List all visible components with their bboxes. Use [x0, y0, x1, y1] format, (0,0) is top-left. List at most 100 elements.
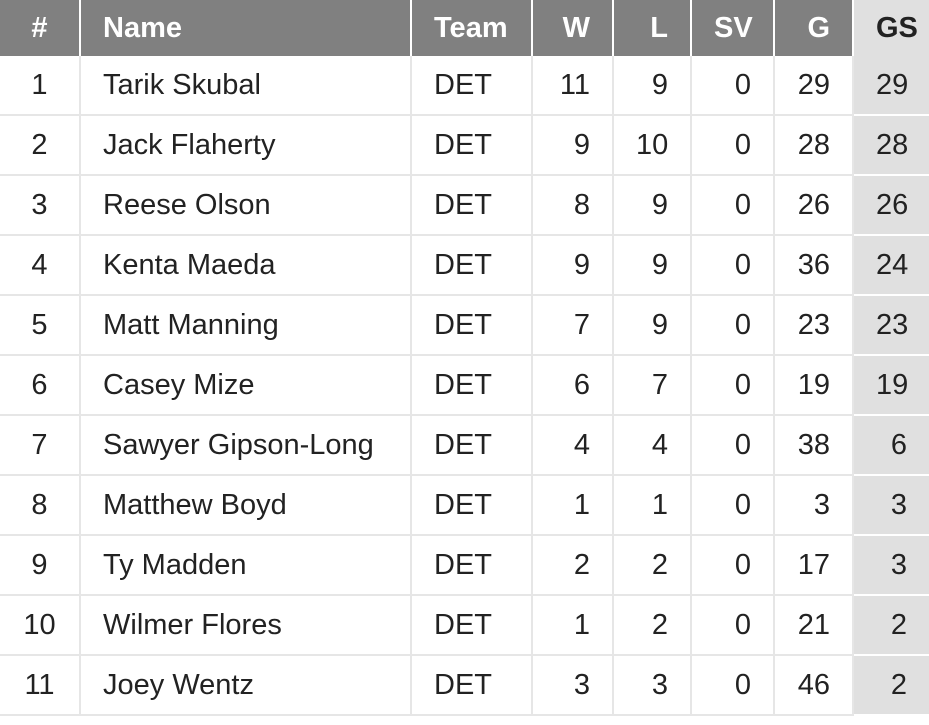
cell-gs: 19: [853, 355, 929, 416]
cell-gs: 2: [853, 595, 929, 656]
cell-g: 28: [774, 115, 854, 176]
cell-gs: 29: [853, 56, 929, 116]
cell-team: DET: [411, 355, 533, 416]
column-header-team[interactable]: Team: [411, 0, 533, 56]
column-header-sv[interactable]: SV: [691, 0, 775, 56]
cell-l: 9: [613, 295, 692, 356]
cell-sv: 0: [691, 415, 775, 476]
cell-name: Ty Madden: [80, 535, 412, 596]
cell-w: 6: [532, 355, 614, 416]
cell-sv: 0: [691, 175, 775, 236]
cell-rank: 2: [0, 115, 81, 176]
column-header-name[interactable]: Name: [80, 0, 412, 56]
cell-gs: 24: [853, 235, 929, 296]
cell-l: 3: [613, 655, 692, 716]
cell-gs: 6: [853, 415, 929, 476]
cell-sv: 0: [691, 595, 775, 656]
cell-g: 3: [774, 475, 854, 536]
cell-gs: 28: [853, 115, 929, 176]
cell-rank: 3: [0, 175, 81, 236]
cell-rank: 10: [0, 595, 81, 656]
column-header-gs[interactable]: GS: [853, 0, 929, 56]
cell-g: 36: [774, 235, 854, 296]
cell-g: 17: [774, 535, 854, 596]
table-row[interactable]: 2 Jack Flaherty DET 9 10 0 28 28: [0, 115, 929, 176]
cell-sv: 0: [691, 115, 775, 176]
cell-sv: 0: [691, 535, 775, 596]
cell-name: Matt Manning: [80, 295, 412, 356]
column-header-w[interactable]: W: [532, 0, 614, 56]
cell-name: Matthew Boyd: [80, 475, 412, 536]
cell-g: 23: [774, 295, 854, 356]
cell-rank: 11: [0, 655, 81, 716]
cell-name: Sawyer Gipson-Long: [80, 415, 412, 476]
header-row: # Name Team W L SV G GS: [0, 0, 929, 56]
cell-rank: 1: [0, 56, 81, 116]
column-header-l[interactable]: L: [613, 0, 692, 56]
cell-g: 46: [774, 655, 854, 716]
cell-name: Kenta Maeda: [80, 235, 412, 296]
table-header: # Name Team W L SV G GS: [0, 0, 929, 56]
cell-team: DET: [411, 295, 533, 356]
cell-rank: 9: [0, 535, 81, 596]
cell-team: DET: [411, 595, 533, 656]
table-row[interactable]: 3 Reese Olson DET 8 9 0 26 26: [0, 175, 929, 236]
cell-rank: 5: [0, 295, 81, 356]
cell-team: DET: [411, 475, 533, 536]
table-row[interactable]: 8 Matthew Boyd DET 1 1 0 3 3: [0, 475, 929, 536]
cell-team: DET: [411, 115, 533, 176]
cell-g: 21: [774, 595, 854, 656]
column-header-g[interactable]: G: [774, 0, 854, 56]
cell-team: DET: [411, 535, 533, 596]
cell-w: 3: [532, 655, 614, 716]
cell-w: 1: [532, 595, 614, 656]
cell-w: 11: [532, 56, 614, 116]
cell-name: Joey Wentz: [80, 655, 412, 716]
cell-g: 19: [774, 355, 854, 416]
cell-sv: 0: [691, 355, 775, 416]
cell-g: 29: [774, 56, 854, 116]
cell-w: 7: [532, 295, 614, 356]
cell-sv: 0: [691, 655, 775, 716]
cell-name: Tarik Skubal: [80, 56, 412, 116]
table-row[interactable]: 4 Kenta Maeda DET 9 9 0 36 24: [0, 235, 929, 296]
cell-w: 4: [532, 415, 614, 476]
cell-l: 1: [613, 475, 692, 536]
cell-rank: 6: [0, 355, 81, 416]
cell-name: Jack Flaherty: [80, 115, 412, 176]
cell-team: DET: [411, 415, 533, 476]
cell-name: Casey Mize: [80, 355, 412, 416]
cell-l: 2: [613, 595, 692, 656]
table-row[interactable]: 6 Casey Mize DET 6 7 0 19 19: [0, 355, 929, 416]
cell-gs: 3: [853, 535, 929, 596]
cell-sv: 0: [691, 235, 775, 296]
cell-team: DET: [411, 175, 533, 236]
cell-sv: 0: [691, 56, 775, 116]
column-header-rank[interactable]: #: [0, 0, 81, 56]
table-row[interactable]: 10 Wilmer Flores DET 1 2 0 21 2: [0, 595, 929, 656]
cell-l: 2: [613, 535, 692, 596]
cell-gs: 3: [853, 475, 929, 536]
cell-l: 9: [613, 235, 692, 296]
table-row[interactable]: 11 Joey Wentz DET 3 3 0 46 2: [0, 655, 929, 716]
cell-team: DET: [411, 235, 533, 296]
cell-w: 9: [532, 115, 614, 176]
cell-gs: 2: [853, 655, 929, 716]
cell-name: Reese Olson: [80, 175, 412, 236]
cell-w: 2: [532, 535, 614, 596]
table-row[interactable]: 9 Ty Madden DET 2 2 0 17 3: [0, 535, 929, 596]
cell-name: Wilmer Flores: [80, 595, 412, 656]
table-row[interactable]: 7 Sawyer Gipson-Long DET 4 4 0 38 6: [0, 415, 929, 476]
cell-l: 7: [613, 355, 692, 416]
cell-gs: 26: [853, 175, 929, 236]
cell-sv: 0: [691, 295, 775, 356]
cell-l: 10: [613, 115, 692, 176]
table-row[interactable]: 5 Matt Manning DET 7 9 0 23 23: [0, 295, 929, 356]
cell-l: 9: [613, 56, 692, 116]
cell-rank: 8: [0, 475, 81, 536]
cell-w: 1: [532, 475, 614, 536]
cell-w: 8: [532, 175, 614, 236]
table-row[interactable]: 1 Tarik Skubal DET 11 9 0 29 29: [0, 56, 929, 116]
cell-l: 4: [613, 415, 692, 476]
